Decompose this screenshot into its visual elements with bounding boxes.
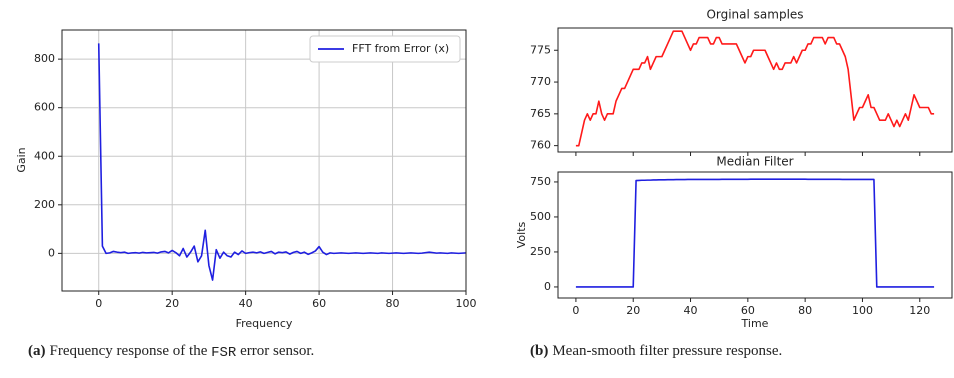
x-tick-label: 20: [165, 297, 179, 310]
y-tick-label: 760: [530, 139, 551, 152]
y-tick-label: 600: [34, 101, 55, 114]
plot-frame: [557, 171, 953, 299]
x-tick-label: 120: [909, 304, 930, 317]
y-tick-label: 765: [530, 107, 551, 120]
y-axis-label: Gain: [15, 147, 28, 172]
x-tick-label: 60: [741, 304, 755, 317]
y-tick-label: 800: [34, 52, 55, 65]
y-tick-label: 250: [530, 245, 551, 258]
x-tick-label: 100: [852, 304, 873, 317]
caption-text: error sensor.: [236, 343, 314, 359]
y-tick-label: 0: [48, 246, 55, 259]
x-tick-label: 0: [572, 304, 579, 317]
caption-label: (b): [530, 343, 548, 359]
y-tick-label: 200: [34, 198, 55, 211]
caption-code: FSR: [211, 345, 237, 361]
chart-title: Orginal samples: [706, 8, 803, 22]
y-axis-label: Volts: [515, 221, 528, 248]
x-tick-label: 80: [798, 304, 812, 317]
x-tick-label: 100: [456, 297, 477, 310]
x-tick-label: 40: [239, 297, 253, 310]
y-tick-label: 0: [544, 280, 551, 293]
y-tick-label: 775: [530, 43, 551, 56]
caption-b: (b) Mean-smooth filter pressure response.: [530, 343, 782, 359]
plot-frame: [557, 27, 953, 153]
data-line: [575, 178, 935, 288]
y-tick-label: 750: [530, 175, 551, 188]
chart-title: Median Filter: [716, 155, 793, 169]
legend-label: FFT from Error (x): [352, 42, 449, 55]
x-tick-label: 60: [312, 297, 326, 310]
y-tick-label: 770: [530, 75, 551, 88]
data-line: [575, 30, 935, 147]
x-axis-label: Frequency: [236, 317, 293, 330]
y-tick-label: 500: [530, 210, 551, 223]
caption-a: (a) Frequency response of the FSR error s…: [28, 343, 314, 360]
x-tick-label: 40: [684, 304, 698, 317]
caption-text: Frequency response of the: [50, 343, 212, 359]
caption-text: Mean-smooth filter pressure response.: [552, 343, 782, 359]
x-tick-label: 20: [626, 304, 640, 317]
plot-frame: [61, 29, 467, 292]
x-tick-label: 80: [386, 297, 400, 310]
y-tick-label: 400: [34, 149, 55, 162]
data-line: [97, 43, 466, 281]
x-axis-label: Time: [741, 317, 769, 330]
x-tick-label: 0: [95, 297, 102, 310]
legend-box: [309, 35, 461, 63]
caption-label: (a): [28, 343, 46, 359]
